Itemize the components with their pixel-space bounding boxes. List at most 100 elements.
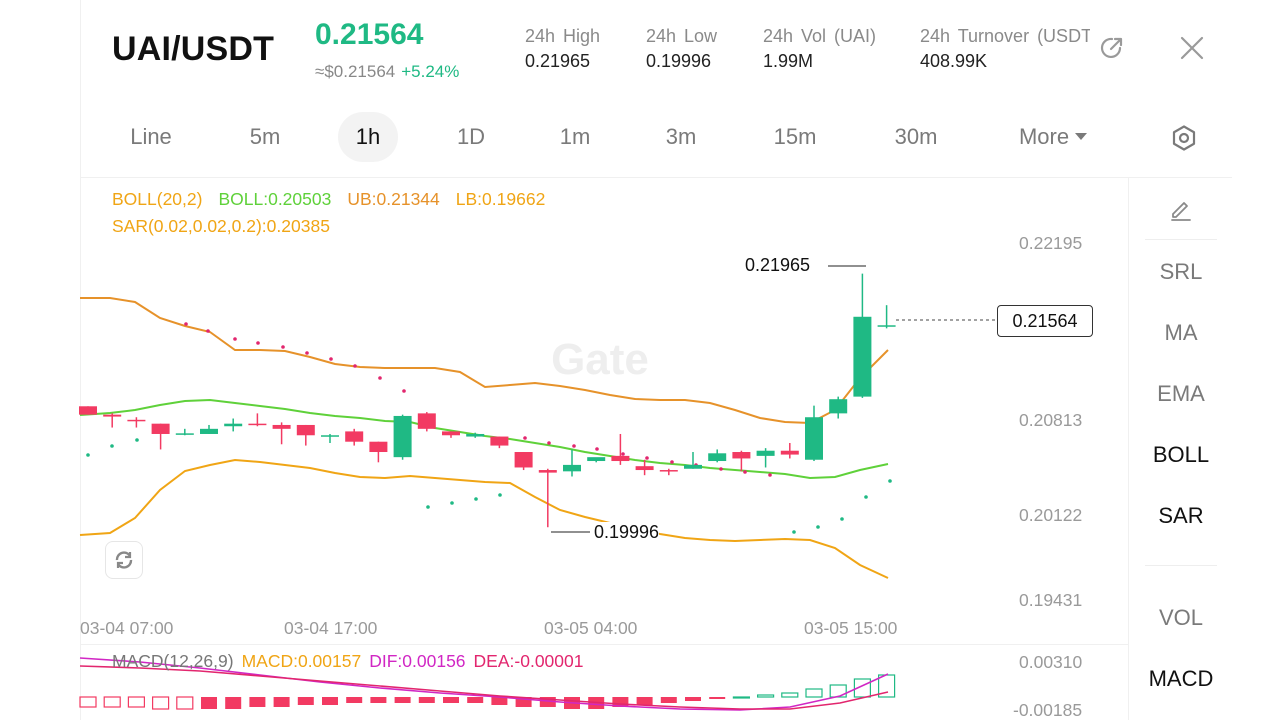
sar-dot <box>621 452 625 456</box>
candle-body <box>563 464 581 472</box>
reset-view-button[interactable] <box>105 541 143 579</box>
close-icon[interactable] <box>1178 34 1206 67</box>
boll-legend: BOLL(20,2) BOLL:0.20503 UB:0.21344 LB:0.196… <box>112 189 561 210</box>
pair-title[interactable]: UAI/USDT <box>112 30 275 68</box>
candle-body <box>829 399 848 414</box>
tab-more[interactable]: More <box>1005 112 1101 162</box>
tool-srl[interactable]: SRL <box>1159 259 1203 284</box>
last-price: 0.21564 <box>315 18 424 51</box>
macd-bar <box>636 697 653 705</box>
candle-body <box>853 316 872 397</box>
tab-5m[interactable]: 5m <box>249 124 281 149</box>
sar-dot <box>426 505 430 509</box>
hexagon-settings-icon[interactable] <box>1166 112 1202 162</box>
candle-body <box>442 431 460 436</box>
macd-bar <box>370 697 387 703</box>
macd-bar <box>249 697 266 707</box>
y-tick: 0.20813 <box>1019 410 1083 430</box>
tab-1h[interactable]: 1h <box>338 112 398 162</box>
macd-bar <box>176 696 194 710</box>
candle-body <box>466 433 485 437</box>
candle-body <box>151 423 170 434</box>
macd-bar <box>467 697 484 703</box>
candle-body <box>780 450 799 455</box>
macd-bar <box>612 697 629 707</box>
tool-sar[interactable]: SAR <box>1158 503 1204 528</box>
tool-vol[interactable]: VOL <box>1158 605 1204 630</box>
stat-24h-low: 24h Low 0.19996 <box>646 26 717 72</box>
macd-bar <box>225 697 242 709</box>
macd-bar <box>756 694 775 698</box>
y-tick: 0.20122 <box>1019 505 1083 525</box>
candle-body <box>490 436 509 446</box>
sar-legend: SAR(0.02,0.02,0.2):0.20385 <box>112 216 346 237</box>
candle-body <box>514 452 533 468</box>
sar-dot <box>135 438 139 442</box>
candle-body <box>756 450 775 456</box>
y-tick: 0.19431 <box>1019 590 1083 610</box>
tool-macd[interactable]: MACD <box>1148 666 1214 691</box>
tool-divider <box>1145 239 1217 240</box>
candle-body <box>708 453 727 462</box>
macd-bar <box>79 696 97 708</box>
candle-body <box>296 424 315 436</box>
sar-dot <box>595 447 599 451</box>
candle-body <box>272 424 291 429</box>
stat-label: 24h Vol (UAI) <box>763 26 877 46</box>
reset-icon <box>115 551 133 569</box>
sar-dot <box>670 460 674 464</box>
usd-price: ≈$0.21564 <box>315 62 396 81</box>
tab-1m[interactable]: 1m <box>559 124 591 149</box>
macd-bar <box>127 696 145 708</box>
y-tick: 0.22195 <box>1019 233 1083 253</box>
macd-y-tick: 0.00310 <box>1019 652 1083 672</box>
caret-down-icon <box>1075 132 1088 140</box>
stat-value: 0.19996 <box>646 51 712 71</box>
candle-body <box>369 441 388 453</box>
macd-bar <box>732 696 751 699</box>
macd-bar <box>709 697 726 699</box>
sar-dot <box>792 530 796 534</box>
sar-dot <box>353 364 357 368</box>
share-icon[interactable] <box>1098 34 1126 67</box>
high-annotation: 0.21965 <box>745 255 811 276</box>
candle-body <box>877 325 896 327</box>
tool-ema[interactable]: EMA <box>1157 381 1205 406</box>
legend-boll: BOLL(20,2) <box>112 189 203 209</box>
sar-dot <box>305 351 309 355</box>
macd-bar <box>201 697 217 709</box>
macd-y-tick: -0.00185 <box>1013 700 1083 720</box>
stat-label: 24h Turnover (USDT) <box>920 26 1090 46</box>
macd-bar <box>273 697 290 707</box>
x-tick: 03-05 04:00 <box>544 618 638 638</box>
pencil-icon[interactable] <box>1129 196 1233 228</box>
tool-boll[interactable]: BOLL <box>1152 442 1210 467</box>
legend-dif: DIF:0.00156 <box>369 651 466 671</box>
sar-dot <box>329 357 333 361</box>
sar-dot <box>816 525 820 529</box>
candle-body <box>538 470 557 473</box>
candle-body <box>248 423 267 426</box>
sar-dot <box>719 467 723 471</box>
tool-ma[interactable]: MA <box>1164 320 1198 345</box>
tab-15m[interactable]: 15m <box>773 124 817 149</box>
sar-dot <box>498 493 502 497</box>
candle-body <box>587 457 606 462</box>
candle-body <box>175 433 194 435</box>
stat-label: 24h High <box>525 26 601 46</box>
stat-label: 24h Low <box>646 26 718 46</box>
tool-divider <box>1145 565 1217 566</box>
tab-1d[interactable]: 1D <box>456 124 486 149</box>
sar-dot <box>281 345 285 349</box>
sar-dot <box>645 456 649 460</box>
macd-bar <box>805 688 823 698</box>
sar-dot <box>768 473 772 477</box>
candle-body <box>635 466 654 471</box>
tab-30m[interactable]: 30m <box>894 124 938 149</box>
tab-3m[interactable]: 3m <box>665 124 697 149</box>
candle-body <box>345 431 364 442</box>
macd-bar <box>103 696 121 708</box>
tab-line[interactable]: Line <box>130 124 172 149</box>
sar-dot <box>206 329 210 333</box>
sar-dot <box>184 322 188 326</box>
